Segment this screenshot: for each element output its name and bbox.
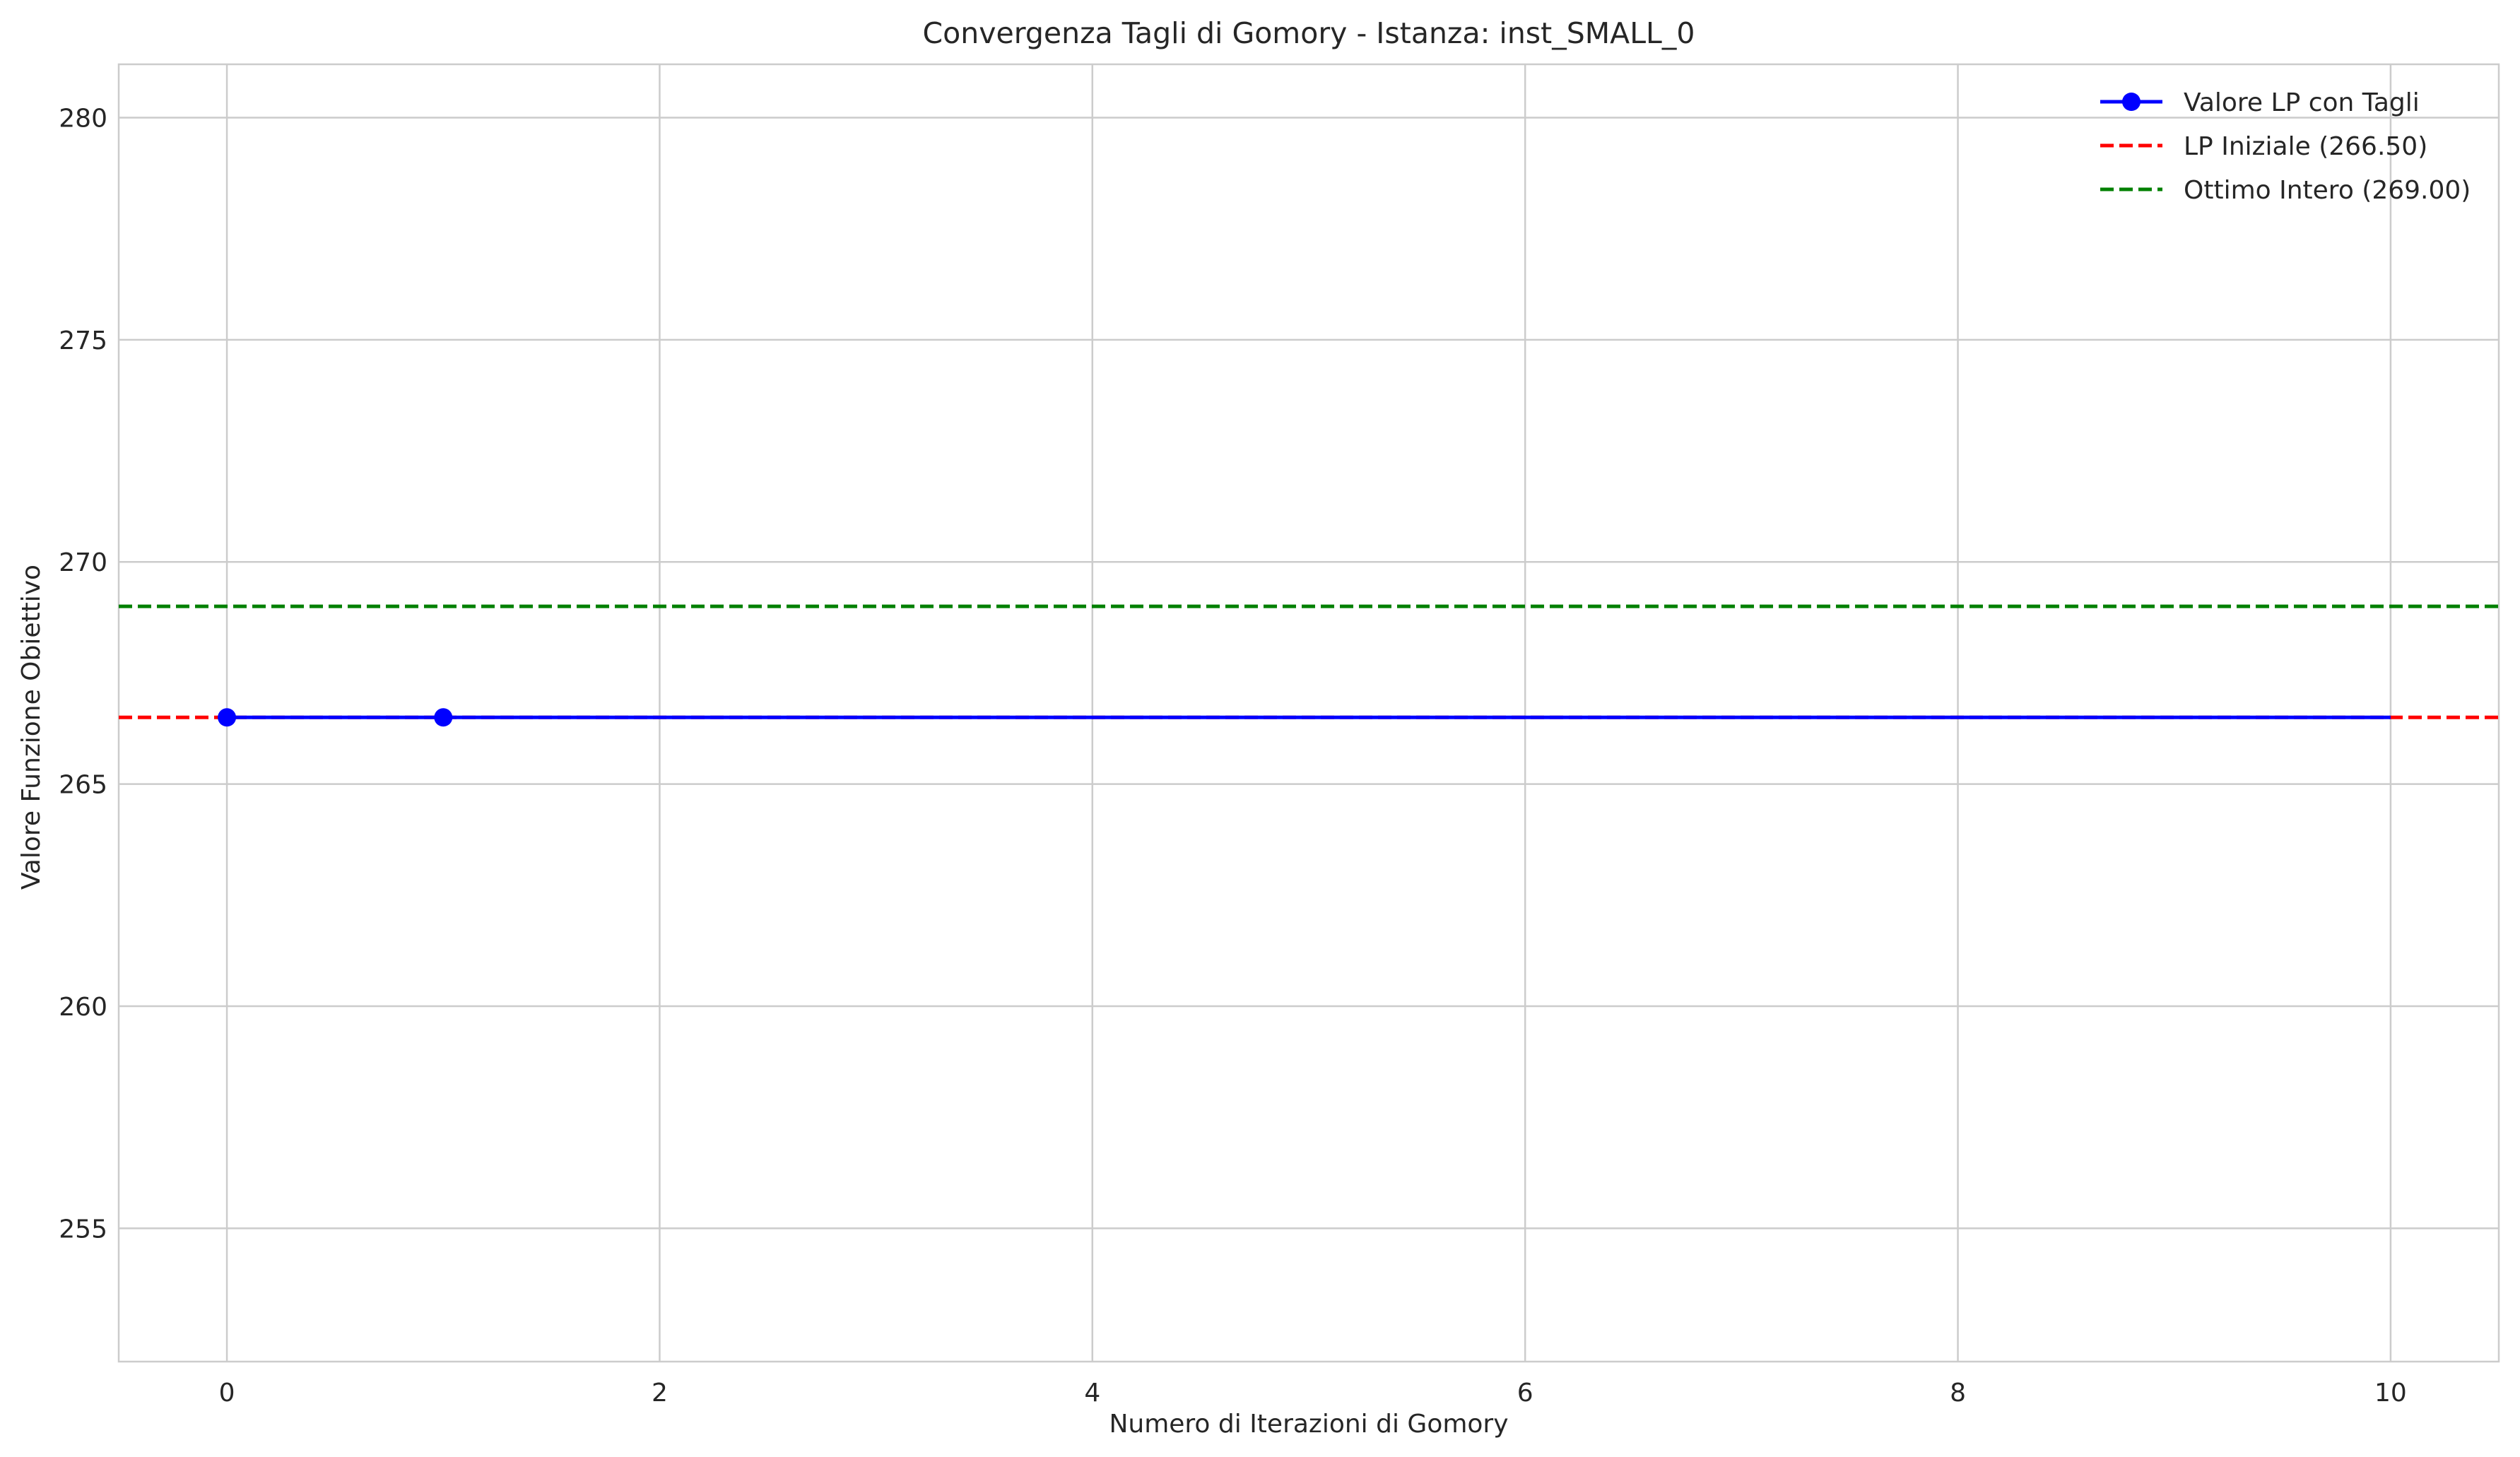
chart-title: Convergenza Tagli di Gomory - Istanza: i… — [923, 16, 1695, 50]
y-tick-labels: 255 260 265 270 275 280 — [59, 104, 107, 1244]
x-tick-label: 2 — [652, 1379, 668, 1408]
grid-lines — [119, 64, 2499, 1362]
y-tick-label: 255 — [59, 1215, 107, 1244]
legend: Valore LP con Tagli LP Iniziale (266.50) O… — [2100, 88, 2471, 205]
x-tick-label: 6 — [1517, 1379, 1533, 1408]
y-tick-label: 275 — [59, 326, 107, 355]
series-point — [434, 708, 453, 727]
x-tick-labels: 0 2 4 6 8 10 — [219, 1379, 2407, 1408]
legend-label: Ottimo Intero (269.00) — [2184, 176, 2471, 205]
y-tick-label: 270 — [59, 548, 107, 577]
y-axis-label: Valore Funzione Obiettivo — [17, 565, 46, 890]
y-tick-label: 265 — [59, 771, 107, 800]
y-tick-label: 260 — [59, 993, 107, 1022]
x-tick-label: 8 — [1950, 1379, 1966, 1408]
legend-marker — [2122, 93, 2141, 111]
x-tick-label: 0 — [219, 1379, 235, 1408]
legend-label: LP Iniziale (266.50) — [2184, 132, 2427, 161]
plot-frame — [117, 63, 2500, 1363]
x-tick-label: 10 — [2374, 1379, 2407, 1408]
series-layer — [218, 708, 2391, 727]
y-tick-label: 280 — [59, 104, 107, 133]
series-point — [218, 708, 237, 727]
legend-label: Valore LP con Tagli — [2184, 88, 2420, 117]
x-axis-label: Numero di Iterazioni di Gomory — [1109, 1410, 1508, 1439]
x-tick-label: 4 — [1084, 1379, 1100, 1408]
